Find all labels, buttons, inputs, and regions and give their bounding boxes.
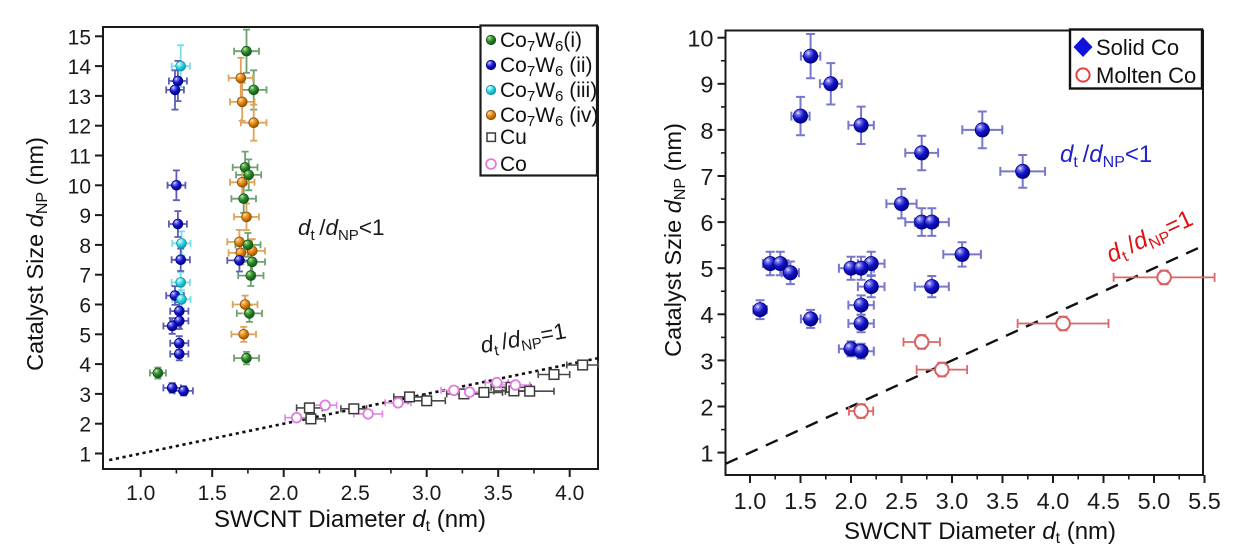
svg-text:14: 14: [68, 56, 92, 79]
svg-text:7: 7: [79, 265, 91, 288]
svg-text:2.0: 2.0: [835, 488, 868, 514]
svg-text:Co7W6 (iv): Co7W6 (iv): [500, 104, 598, 130]
svg-text:dt /dNP<1: dt /dNP<1: [298, 215, 384, 244]
svg-text:Cu: Cu: [500, 126, 527, 149]
svg-text:3.0: 3.0: [412, 482, 441, 505]
svg-text:2.5: 2.5: [885, 488, 918, 514]
svg-text:3.5: 3.5: [484, 482, 513, 505]
svg-text:Molten Co: Molten Co: [1096, 63, 1196, 88]
svg-text:Co7W6(i): Co7W6(i): [500, 29, 582, 55]
svg-text:Co: Co: [500, 153, 527, 176]
svg-text:1.5: 1.5: [784, 488, 817, 514]
svg-text:13: 13: [68, 86, 91, 109]
svg-text:9: 9: [79, 205, 91, 228]
svg-text:8: 8: [700, 118, 713, 144]
svg-text:5.0: 5.0: [1138, 488, 1171, 514]
svg-text:4: 4: [79, 354, 91, 377]
svg-text:7: 7: [700, 164, 713, 190]
svg-text:11: 11: [69, 146, 91, 169]
svg-text:1: 1: [700, 441, 713, 467]
svg-text:SWCNT Diameter dt (nm): SWCNT Diameter dt (nm): [844, 518, 1116, 547]
svg-text:dt /dNP=1: dt /dNP=1: [479, 318, 569, 362]
svg-text:3: 3: [79, 384, 91, 407]
svg-text:SWCNT Diameter dt (nm): SWCNT Diameter dt (nm): [214, 506, 486, 535]
svg-text:9: 9: [700, 72, 713, 98]
svg-text:4.0: 4.0: [1037, 488, 1070, 514]
svg-text:1.0: 1.0: [126, 482, 155, 505]
svg-text:dt /dNP<1: dt /dNP<1: [1060, 141, 1152, 171]
svg-text:1.0: 1.0: [734, 488, 767, 514]
svg-text:3.5: 3.5: [986, 488, 1019, 514]
svg-text:5: 5: [700, 256, 713, 282]
svg-text:8: 8: [79, 235, 91, 258]
svg-text:3: 3: [700, 348, 713, 374]
svg-text:Co7W6 (ii): Co7W6 (ii): [500, 54, 593, 80]
svg-text:Solid Co: Solid Co: [1096, 35, 1179, 60]
svg-text:4.0: 4.0: [555, 482, 584, 505]
svg-text:Catalyst Size dNP (nm): Catalyst Size dNP (nm): [22, 137, 51, 371]
svg-text:12: 12: [68, 116, 91, 139]
svg-text:10: 10: [687, 26, 713, 52]
svg-text:2.5: 2.5: [341, 482, 370, 505]
svg-text:Catalyst Szie dNP (nm): Catalyst Szie dNP (nm): [660, 123, 689, 357]
svg-text:2: 2: [79, 414, 91, 437]
svg-text:4: 4: [700, 302, 713, 328]
svg-text:10: 10: [68, 175, 91, 198]
svg-text:15: 15: [68, 26, 91, 49]
svg-text:2: 2: [700, 394, 713, 420]
svg-text:Co7W6 (iii): Co7W6 (iii): [500, 79, 597, 105]
svg-text:6: 6: [79, 295, 91, 318]
svg-text:4.5: 4.5: [1087, 488, 1120, 514]
svg-text:5: 5: [79, 324, 91, 347]
svg-text:6: 6: [700, 210, 713, 236]
svg-text:2.0: 2.0: [269, 482, 298, 505]
svg-text:5.5: 5.5: [1188, 488, 1221, 514]
svg-text:1.5: 1.5: [198, 482, 227, 505]
svg-text:3.0: 3.0: [936, 488, 969, 514]
svg-text:1: 1: [79, 444, 91, 467]
